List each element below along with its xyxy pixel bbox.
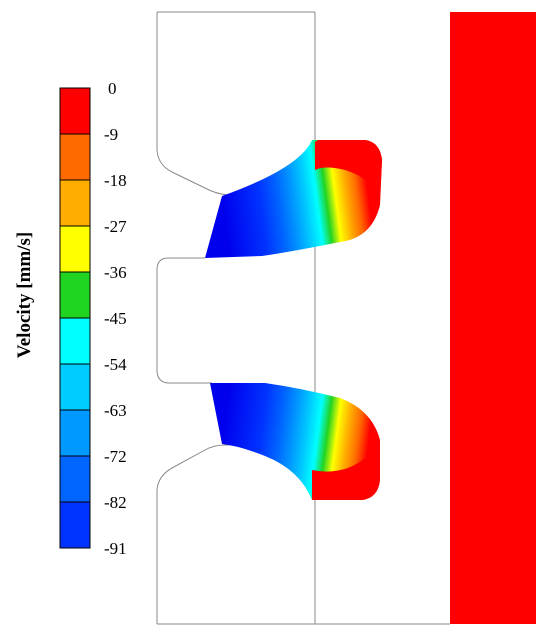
colorbar-tick-label: 0: [108, 79, 117, 98]
upper-red-cap: [315, 140, 382, 200]
rigid-punch-region: [450, 12, 536, 624]
lower-red-cap: [312, 440, 380, 500]
die-outline: [156, 11, 450, 625]
colorbar-tick-label: -27: [104, 217, 127, 236]
colorbar-segment: [59, 179, 91, 227]
colorbar-segment: [59, 501, 91, 549]
colorbar-ticks: 0 -9 -18 -27 -36 -45 -54 -63 -72 -82 -91: [104, 79, 127, 558]
colorbar: [59, 87, 91, 549]
upper-flow-region: [205, 140, 382, 258]
colorbar-segment: [59, 455, 91, 503]
colorbar-segment: [59, 225, 91, 273]
colorbar-tick-label: -54: [104, 355, 127, 374]
colorbar-tick-label: -9: [104, 125, 118, 144]
colorbar-segment: [59, 317, 91, 365]
lower-workpiece: [210, 383, 380, 500]
colorbar-tick-label: -82: [104, 493, 127, 512]
colorbar-segment: [59, 409, 91, 457]
lower-die-outline: [156, 444, 262, 624]
colorbar-tick-label: -91: [104, 539, 127, 558]
colorbar-title: Velocity [mm/s]: [14, 232, 35, 358]
colorbar-segment: [59, 271, 91, 319]
middle-die-outline: [156, 257, 212, 384]
colorbar-segment: [59, 87, 91, 135]
colorbar-tick-label: -36: [104, 263, 127, 282]
colorbar-segment: [59, 133, 91, 181]
colorbar-tick-label: -18: [104, 171, 127, 190]
upper-workpiece: [205, 140, 382, 258]
colorbar-tick-label: -63: [104, 401, 127, 420]
colorbar-tick-label: -45: [104, 309, 127, 328]
colorbar-segment: [59, 363, 91, 411]
upper-die-outline: [156, 12, 262, 196]
colorbar-tick-label: -72: [104, 447, 127, 466]
